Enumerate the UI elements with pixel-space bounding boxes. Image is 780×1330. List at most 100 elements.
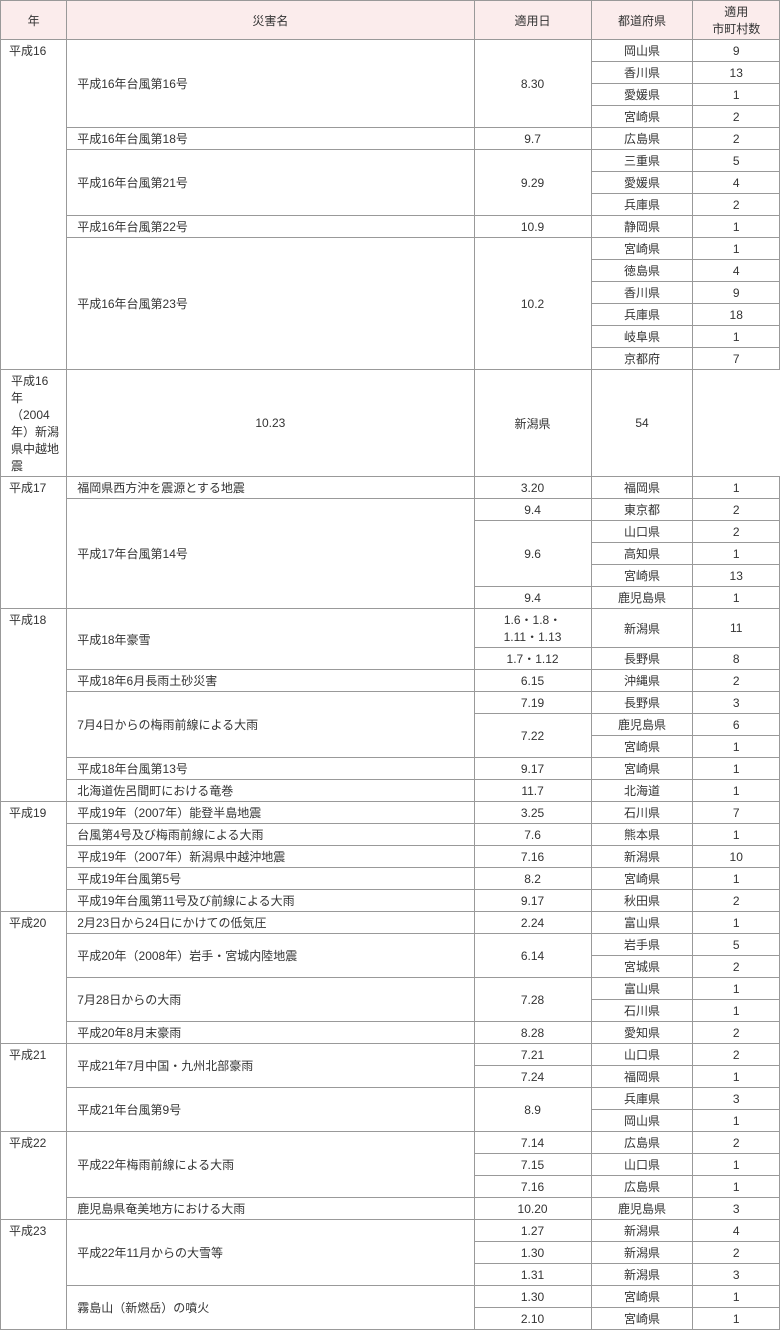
cell-pref: 宮城県	[591, 956, 693, 978]
cell-num: 1	[693, 543, 780, 565]
cell-pref: 宮崎県	[591, 868, 693, 890]
cell-num: 1	[693, 1110, 780, 1132]
cell-pref: 福岡県	[591, 1066, 693, 1088]
cell-pref: 沖縄県	[591, 670, 693, 692]
cell-name: 平成18年6月長雨土砂災害	[67, 670, 474, 692]
cell-pref: 宮崎県	[591, 106, 693, 128]
cell-date: 9.4	[474, 587, 591, 609]
cell-num: 1	[693, 912, 780, 934]
cell-pref: 長野県	[591, 648, 693, 670]
disaster-table: 年 災害名 適用日 都道府県 適用市町村数 平成16平成16年台風第16号8.3…	[0, 0, 780, 1330]
cell-num: 1	[693, 1176, 780, 1198]
cell-pref: 北海道	[591, 780, 693, 802]
cell-name: 平成16年台風第16号	[67, 40, 474, 128]
cell-num: 7	[693, 802, 780, 824]
cell-name: 平成16年台風第21号	[67, 150, 474, 216]
table-row: 平成19平成19年（2007年）能登半島地震3.25石川県7	[1, 802, 780, 824]
cell-pref: 静岡県	[591, 216, 693, 238]
cell-date: 10.23	[67, 370, 474, 477]
table-row: 平成17福岡県西方沖を震源とする地震3.20福岡県1	[1, 477, 780, 499]
cell-date: 6.14	[474, 934, 591, 978]
cell-num: 1	[693, 238, 780, 260]
cell-date: 7.22	[474, 714, 591, 758]
table-row: 平成20年8月末豪雨8.28愛知県2	[1, 1022, 780, 1044]
cell-num: 13	[693, 62, 780, 84]
cell-name: 平成18年台風第13号	[67, 758, 474, 780]
cell-date: 7.24	[474, 1066, 591, 1088]
cell-date: 8.2	[474, 868, 591, 890]
table-row: 平成16年（2004年）新潟県中越地震10.23新潟県54	[1, 370, 780, 477]
cell-pref: 石川県	[591, 802, 693, 824]
cell-num: 2	[693, 106, 780, 128]
cell-num: 2	[693, 890, 780, 912]
table-row: 平成19年台風第5号8.2宮崎県1	[1, 868, 780, 890]
table-row: 平成19年（2007年）新潟県中越沖地震7.16新潟県10	[1, 846, 780, 868]
table-row: 霧島山（新燃岳）の噴火1.30宮崎県1	[1, 1286, 780, 1308]
cell-date: 2.24	[474, 912, 591, 934]
cell-num: 2	[693, 1242, 780, 1264]
table-row: 平成20年（2008年）岩手・宮城内陸地震6.14岩手県5	[1, 934, 780, 956]
cell-date: 9.4	[474, 499, 591, 521]
th-date: 適用日	[474, 1, 591, 40]
cell-pref: 福岡県	[591, 477, 693, 499]
cell-pref: 香川県	[591, 62, 693, 84]
cell-date: 7.14	[474, 1132, 591, 1154]
cell-pref: 愛媛県	[591, 172, 693, 194]
cell-name: 鹿児島県奄美地方における大雨	[67, 1198, 474, 1220]
cell-date: 1.30	[474, 1286, 591, 1308]
cell-date: 1.30	[474, 1242, 591, 1264]
cell-date: 2.10	[474, 1308, 591, 1330]
th-name: 災害名	[67, 1, 474, 40]
cell-num: 1	[693, 978, 780, 1000]
cell-num: 11	[693, 609, 780, 648]
table-row: 平成22平成22年梅雨前線による大雨7.14広島県2	[1, 1132, 780, 1154]
cell-year: 平成23	[1, 1220, 67, 1330]
cell-pref: 兵庫県	[591, 1088, 693, 1110]
cell-num: 3	[693, 1264, 780, 1286]
cell-pref: 岡山県	[591, 40, 693, 62]
cell-num: 1	[693, 477, 780, 499]
cell-pref: 広島県	[591, 1176, 693, 1198]
cell-name: 平成16年台風第22号	[67, 216, 474, 238]
cell-name: 平成19年台風第11号及び前線による大雨	[67, 890, 474, 912]
cell-pref: 熊本県	[591, 824, 693, 846]
cell-date: 7.16	[474, 846, 591, 868]
cell-pref: 京都府	[591, 348, 693, 370]
cell-date: 10.2	[474, 238, 591, 370]
cell-date: 11.7	[474, 780, 591, 802]
cell-date: 7.15	[474, 1154, 591, 1176]
cell-date: 9.7	[474, 128, 591, 150]
cell-num: 18	[693, 304, 780, 326]
cell-pref: 三重県	[591, 150, 693, 172]
cell-num: 1	[693, 84, 780, 106]
cell-num: 1	[693, 758, 780, 780]
cell-pref: 香川県	[591, 282, 693, 304]
cell-year: 平成19	[1, 802, 67, 912]
cell-pref: 広島県	[591, 128, 693, 150]
cell-num: 3	[693, 692, 780, 714]
table-row: 平成16年台風第21号9.29三重県5	[1, 150, 780, 172]
cell-name: 7月4日からの梅雨前線による大雨	[67, 692, 474, 758]
cell-num: 1	[693, 736, 780, 758]
cell-num: 4	[693, 1220, 780, 1242]
cell-date: 8.30	[474, 40, 591, 128]
cell-name: 平成16年台風第23号	[67, 238, 474, 370]
cell-pref: 石川県	[591, 1000, 693, 1022]
cell-pref: 新潟県	[591, 609, 693, 648]
cell-pref: 鹿児島県	[591, 714, 693, 736]
cell-pref: 宮崎県	[591, 758, 693, 780]
cell-pref: 鹿児島県	[591, 587, 693, 609]
cell-num: 1	[693, 326, 780, 348]
cell-date: 9.17	[474, 890, 591, 912]
table-row: 平成16年台風第18号9.7広島県2	[1, 128, 780, 150]
th-pref: 都道府県	[591, 1, 693, 40]
cell-name: 平成19年（2007年）能登半島地震	[67, 802, 474, 824]
table-row: 平成21年台風第9号8.9兵庫県3	[1, 1088, 780, 1110]
cell-date: 1.7・1.12	[474, 648, 591, 670]
cell-pref: 富山県	[591, 912, 693, 934]
cell-year: 平成16	[1, 40, 67, 370]
cell-num: 1	[693, 587, 780, 609]
table-row: 平成18年6月長雨土砂災害6.15沖縄県2	[1, 670, 780, 692]
cell-date: 8.28	[474, 1022, 591, 1044]
cell-num: 2	[693, 956, 780, 978]
